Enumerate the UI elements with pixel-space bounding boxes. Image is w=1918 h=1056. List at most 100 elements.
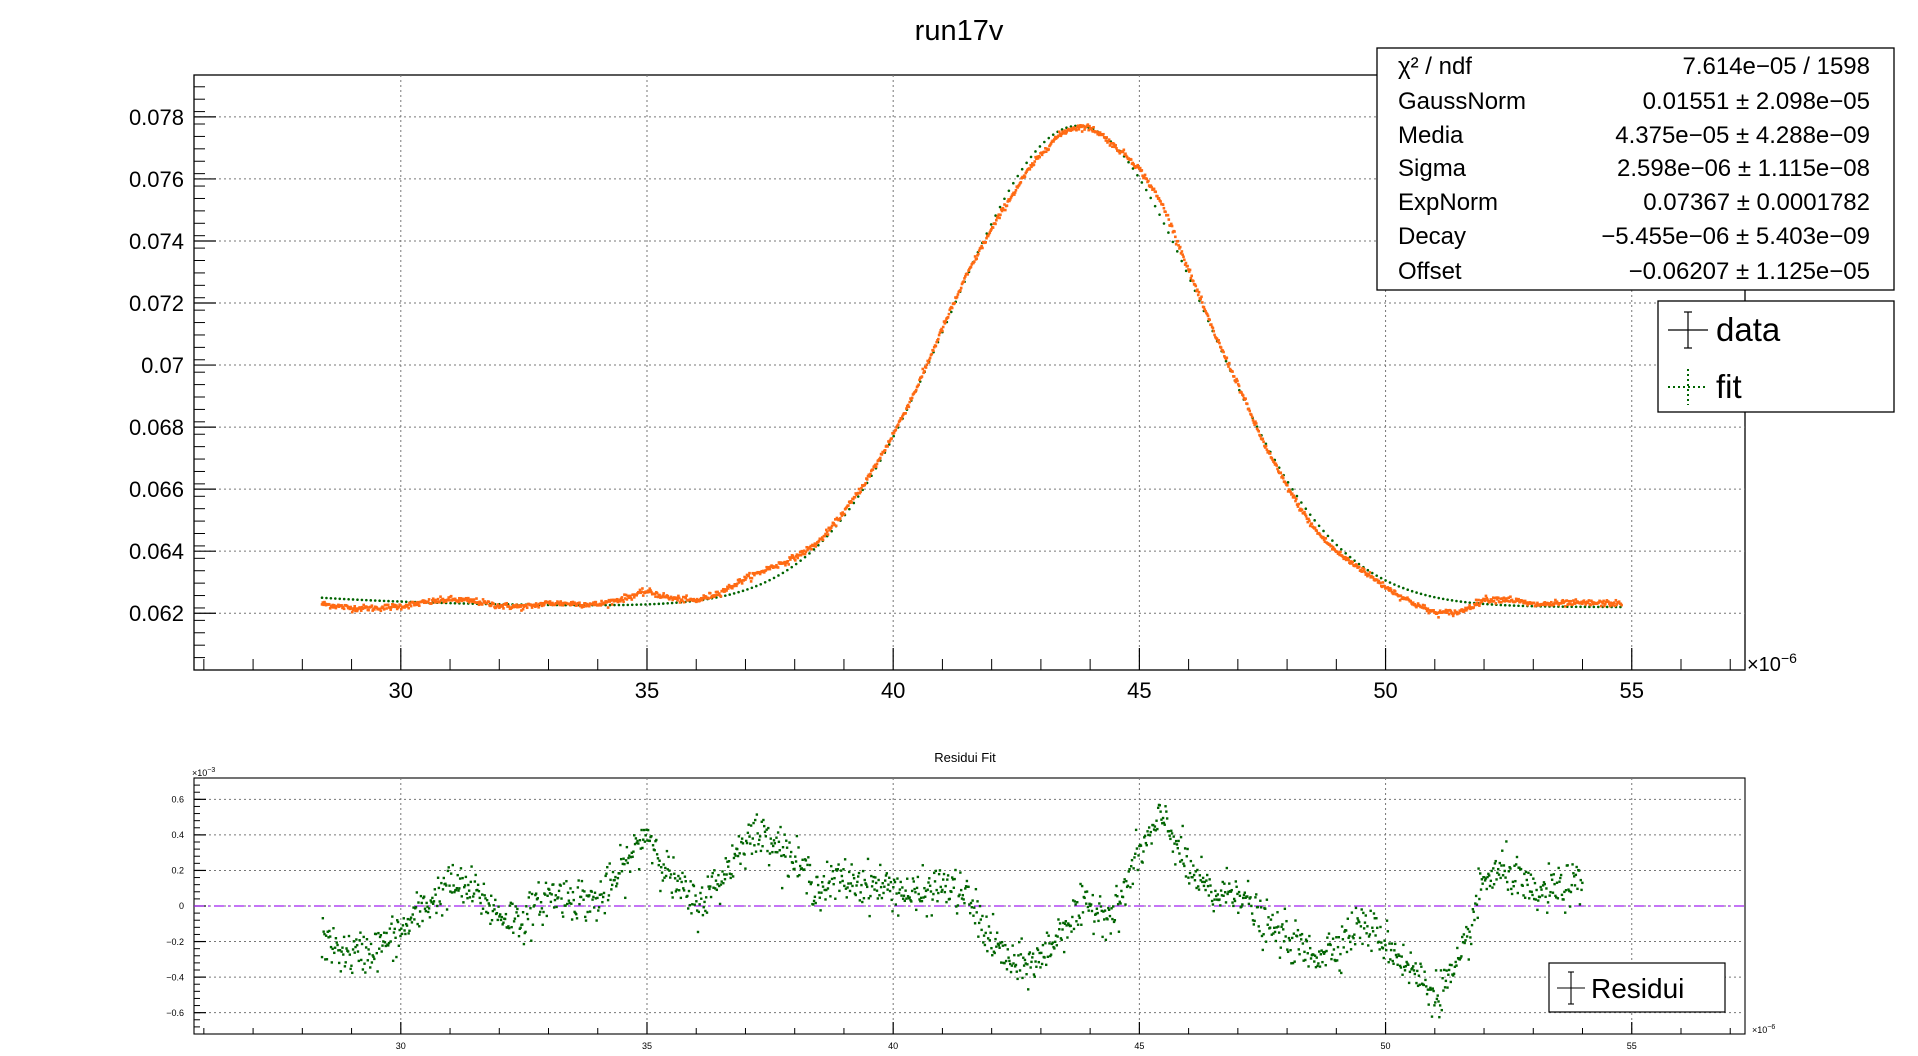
data-point	[512, 605, 516, 609]
residual-point	[1402, 965, 1406, 969]
data-point	[857, 487, 861, 491]
data-point	[1252, 421, 1256, 424]
residual-point	[1420, 965, 1423, 968]
residual-point	[1282, 928, 1285, 931]
residual-point	[1343, 930, 1346, 933]
fit-point	[1565, 605, 1569, 609]
residual-point	[337, 949, 340, 952]
residual-point	[472, 895, 475, 898]
data-point	[426, 600, 430, 604]
residual-point	[481, 893, 484, 896]
data-point	[882, 451, 885, 454]
data-point	[456, 599, 459, 602]
residual-point	[607, 894, 611, 897]
errorbar-icon	[1557, 971, 1585, 1005]
residual-point	[754, 850, 758, 853]
data-point	[1276, 467, 1279, 471]
data-point	[505, 601, 509, 605]
data-point	[1550, 600, 1553, 604]
residual-point	[1390, 942, 1394, 945]
data-point	[321, 601, 325, 604]
data-point	[323, 600, 326, 604]
data-point	[1092, 125, 1095, 129]
data-point	[1468, 604, 1471, 607]
residual-point	[580, 879, 584, 883]
residual-point	[1076, 901, 1079, 904]
residual-point	[1505, 840, 1508, 843]
residual-point	[630, 851, 633, 855]
residual-point	[1143, 834, 1147, 838]
residual-point	[691, 903, 694, 906]
residual-point	[878, 894, 881, 897]
data-point	[1424, 607, 1428, 611]
data-point	[1293, 496, 1296, 499]
residual-point	[427, 910, 430, 914]
residual-point	[964, 887, 967, 890]
main-x-exponent: ×10−6	[1747, 650, 1797, 676]
residual-point	[324, 958, 327, 961]
residual-point	[1448, 963, 1452, 967]
residual-point	[383, 941, 387, 944]
data-point	[1112, 142, 1116, 146]
data-point	[1236, 383, 1240, 386]
residual-point	[810, 881, 813, 884]
residual-point	[783, 833, 786, 836]
residual-point	[1019, 953, 1023, 956]
residual-point	[734, 854, 737, 857]
data-point	[539, 601, 543, 605]
residual-point	[901, 897, 905, 900]
data-point	[1121, 150, 1125, 154]
stats-row: Sigma 2.598e−06 ± 1.115e−08	[1398, 155, 1870, 182]
residual-point	[368, 952, 371, 956]
fit-point	[1264, 442, 1268, 446]
data-point	[841, 511, 844, 514]
residual-point	[447, 866, 450, 869]
residual-point	[354, 945, 357, 949]
residual-point	[727, 865, 730, 868]
residual-point	[362, 935, 365, 939]
residual-point	[733, 852, 736, 856]
residual-point	[1032, 973, 1036, 976]
residual-point	[1258, 929, 1261, 933]
data-point	[1496, 596, 1500, 599]
data-point	[1351, 560, 1355, 564]
residual-point	[1223, 891, 1227, 894]
residual-point	[1512, 885, 1515, 888]
residual-point	[611, 870, 615, 874]
residual-point	[1566, 864, 1569, 867]
residual-point	[842, 868, 845, 871]
data-point	[409, 604, 413, 608]
data-point	[742, 579, 746, 582]
data-point	[1007, 198, 1010, 201]
data-point	[684, 596, 688, 600]
data-point	[973, 255, 977, 258]
data-point	[1005, 204, 1009, 207]
fit-point	[670, 601, 674, 605]
fit-point	[1401, 586, 1405, 590]
data-point	[1254, 422, 1258, 425]
data-point	[833, 523, 836, 527]
data-point	[1450, 611, 1453, 614]
stats-row-value: −5.455e−06 ± 5.403e−09	[1601, 223, 1870, 250]
fit-point	[608, 603, 612, 607]
data-point	[1599, 604, 1603, 608]
residual-point	[418, 925, 421, 928]
residual-point	[720, 880, 723, 883]
residual-point	[572, 898, 575, 902]
residual-point	[1309, 957, 1313, 960]
data-point	[1080, 130, 1084, 133]
residual-point	[1277, 931, 1281, 934]
residual-point	[1094, 912, 1098, 916]
residual-point	[338, 949, 342, 952]
data-point	[406, 603, 410, 607]
data-point	[1263, 446, 1267, 449]
data-point	[1310, 522, 1314, 525]
data-point	[1611, 603, 1614, 607]
residual-point	[560, 897, 563, 900]
residual-point	[1107, 906, 1110, 910]
data-point	[839, 512, 843, 515]
residual-point	[1376, 926, 1379, 930]
residual-point	[990, 946, 993, 950]
data-point	[783, 560, 786, 564]
residual-point	[1475, 903, 1479, 906]
